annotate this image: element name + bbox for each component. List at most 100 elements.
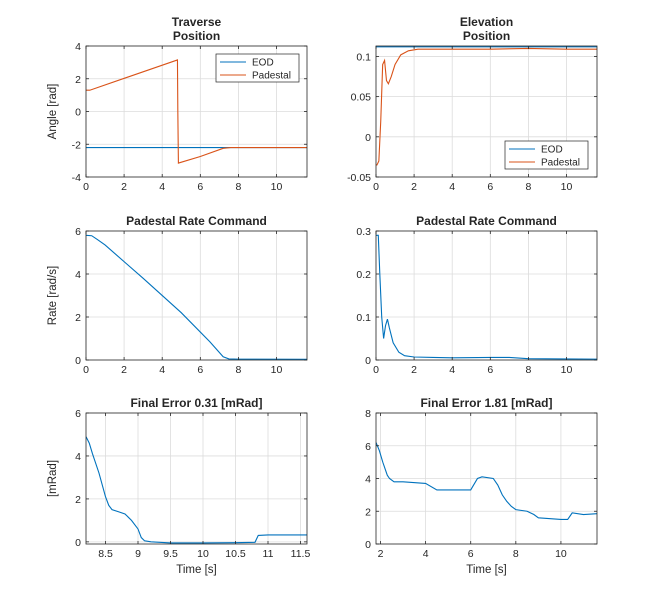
axes-frame [85,412,308,545]
chart-title: Elevation [460,15,513,29]
x-tick-label: 9 [135,548,141,560]
chart-title: Padestal Rate Command [416,214,557,228]
y-tick-label: 8 [365,408,371,420]
y-axis-label: [mRad] [47,460,59,497]
y-tick-label: 0 [75,355,81,367]
x-axis-label: Time [s] [466,564,506,576]
y-tick-label: 4 [75,269,81,281]
x-tick-label: 9.5 [163,548,178,560]
y-tick-label: 4 [75,451,81,463]
legend-label-padestal: Padestal [541,158,580,169]
x-tick-label: 8 [235,181,241,193]
y-tick-label: 2 [75,494,81,506]
chart-title: Position [463,29,510,43]
series-line-1 [86,234,307,360]
legend-box [215,53,300,83]
x-tick-label: 10 [271,364,283,376]
legend-box [504,140,589,170]
plot-area [86,413,307,544]
x-tick-label: 0 [373,364,379,376]
y-tick-label: -2 [72,139,81,151]
chart-title: Padestal Rate Command [126,214,267,228]
x-tick-label: 8 [513,548,519,560]
x-tick-label: 4 [449,364,455,376]
y-tick-label: 6 [75,226,81,238]
y-tick-label: 0 [75,107,81,119]
axes-frame [375,230,598,361]
x-tick-label: 0 [373,181,379,193]
x-tick-label: 10 [555,548,567,560]
legend-label-padestal: Padestal [252,71,291,82]
series-line-1 [376,234,597,360]
x-tick-label: 10.5 [225,548,246,560]
y-tick-label: 2 [365,506,371,518]
y-tick-label: 0.1 [356,312,371,324]
y-tick-label: 0.1 [356,51,371,63]
y-tick-label: 2 [75,74,81,86]
x-tick-label: 4 [159,181,165,193]
y-tick-label: 4 [75,41,81,53]
y-axis-label: Rate [rad/s] [47,266,59,325]
x-tick-label: 6 [487,181,493,193]
y-axis-label: Angle [rad] [47,84,59,140]
x-tick-label: 8 [235,364,241,376]
y-tick-label: -0.05 [347,172,371,184]
x-tick-label: 10 [561,181,573,193]
chart-2: 0 2 4 6 8 10-0.0500.050.1ElevationPositionEOD… [347,15,598,193]
x-tick-label: 11 [263,548,274,560]
chart-title: Traverse [172,15,222,29]
x-tick-label: 4 [423,548,429,560]
x-tick-label: 2 [121,181,127,193]
x-tick-label: 6 [468,548,474,560]
x-tick-label: 2 [411,364,417,376]
legend-label-eod: EOD [252,58,274,69]
axes-frame [85,230,308,361]
x-tick-label: 8.5 [98,548,113,560]
x-tick-label: 0 [83,364,89,376]
y-tick-label: 0 [75,537,81,549]
x-tick-label: 10 [271,181,283,193]
chart-title: Final Error 1.81 [mRad] [420,396,552,410]
y-tick-label: 6 [365,441,371,453]
legend: EOD Padestal [215,53,300,83]
legend: EOD Padestal [504,140,589,170]
x-tick-label: 11.5 [291,548,311,560]
series-line-padestal [86,59,307,164]
x-tick-label: 2 [411,181,417,193]
y-tick-label: 0 [365,539,371,551]
x-tick-label: 2 [121,364,127,376]
x-tick-label: 10 [561,364,573,376]
plot-area [376,231,597,360]
chart-5: 8.5 9 9.5 10 10.5 11 11.5 0 2 4 6 Final Error 0.31 … [47,396,310,576]
x-tick-label: 8 [525,181,531,193]
y-tick-label: 0.2 [356,269,371,281]
y-tick-label: -4 [72,172,81,184]
chart-4: 0 2 4 6 8 10 0 0.1 0.2 0.3 Padestal Rate Command [356,214,598,376]
y-tick-label: 0.3 [356,226,371,238]
x-tick-label: 8 [525,364,531,376]
series-line-1 [86,436,307,544]
y-tick-label: 2 [75,312,81,324]
axes-frame [375,45,598,178]
x-tick-label: 6 [197,181,203,193]
chart-title: Final Error 0.31 [mRad] [130,396,262,410]
x-tick-label: 6 [197,364,203,376]
plot-area [86,231,307,360]
series-line-1 [376,442,597,520]
y-tick-label: 0 [365,132,371,144]
x-axis-label: Time [s] [176,564,216,576]
x-tick-label: 4 [449,181,455,193]
y-tick-label: 6 [75,408,81,420]
series-line-padestal [376,47,597,166]
legend-label-eod: EOD [541,145,563,156]
x-tick-label: 10 [197,548,209,560]
chart-3: 0 2 4 6 8 10 0 2 4 6 Padestal Rate Command Rate [ra… [47,214,308,376]
y-tick-label: 0 [365,355,371,367]
x-tick-label: 4 [159,364,165,376]
x-tick-label: 6 [487,364,493,376]
x-tick-label: 0 [83,181,89,193]
x-tick-label: 2 [378,548,384,560]
